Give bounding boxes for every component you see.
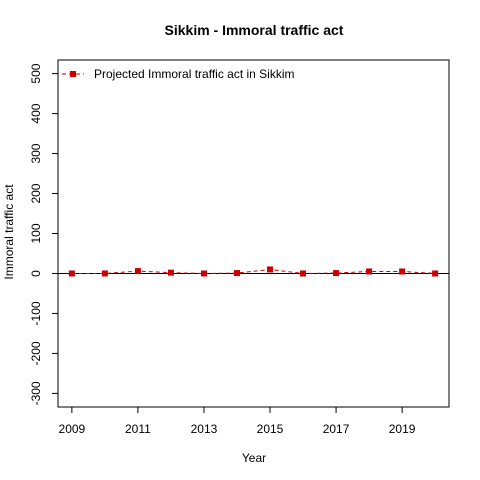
x-tick-label-2017: 2017: [323, 422, 350, 436]
chart-title: Sikkim - Immoral traffic act: [165, 22, 344, 38]
y-tick-label-300: 300: [29, 143, 43, 163]
y-tick-label-400: 400: [29, 103, 43, 123]
data-point-2013: [200, 270, 207, 277]
y-tick-label-200: 200: [29, 183, 43, 203]
y-axis-label: Immoral traffic act: [2, 184, 16, 280]
plot-frame: [57, 59, 450, 408]
y-tick-label--200: -200: [29, 341, 43, 365]
y-tick-label-0: 0: [29, 270, 43, 277]
y-tick-label-500: 500: [29, 63, 43, 83]
data-point-2016: [300, 270, 307, 277]
data-point-2019: [399, 268, 406, 275]
data-point-2014: [233, 270, 240, 277]
legend-label: Projected Immoral traffic act in Sikkim: [94, 67, 295, 81]
x-tick-label-2015: 2015: [257, 422, 284, 436]
data-point-2011: [134, 268, 141, 275]
y-tick-label-100: 100: [29, 223, 43, 243]
y-tick-label--300: -300: [29, 381, 43, 405]
data-point-2017: [333, 270, 340, 277]
series-line-0: [71, 268, 436, 274]
x-tick-label-2013: 2013: [191, 422, 218, 436]
x-tick-label-2009: 2009: [59, 422, 86, 436]
data-point-2015: [267, 266, 274, 273]
data-point-2010: [101, 270, 108, 277]
y-tick-label--100: -100: [29, 301, 43, 325]
x-axis-label: Year: [242, 451, 266, 465]
x-tick-label-2019: 2019: [389, 422, 416, 436]
legend-marker: [70, 71, 76, 77]
data-point-2009: [68, 270, 75, 277]
data-point-2012: [167, 269, 174, 276]
x-tick-label-2011: 2011: [125, 422, 151, 436]
data-point-2018: [366, 268, 373, 275]
data-point-2020: [432, 270, 439, 277]
